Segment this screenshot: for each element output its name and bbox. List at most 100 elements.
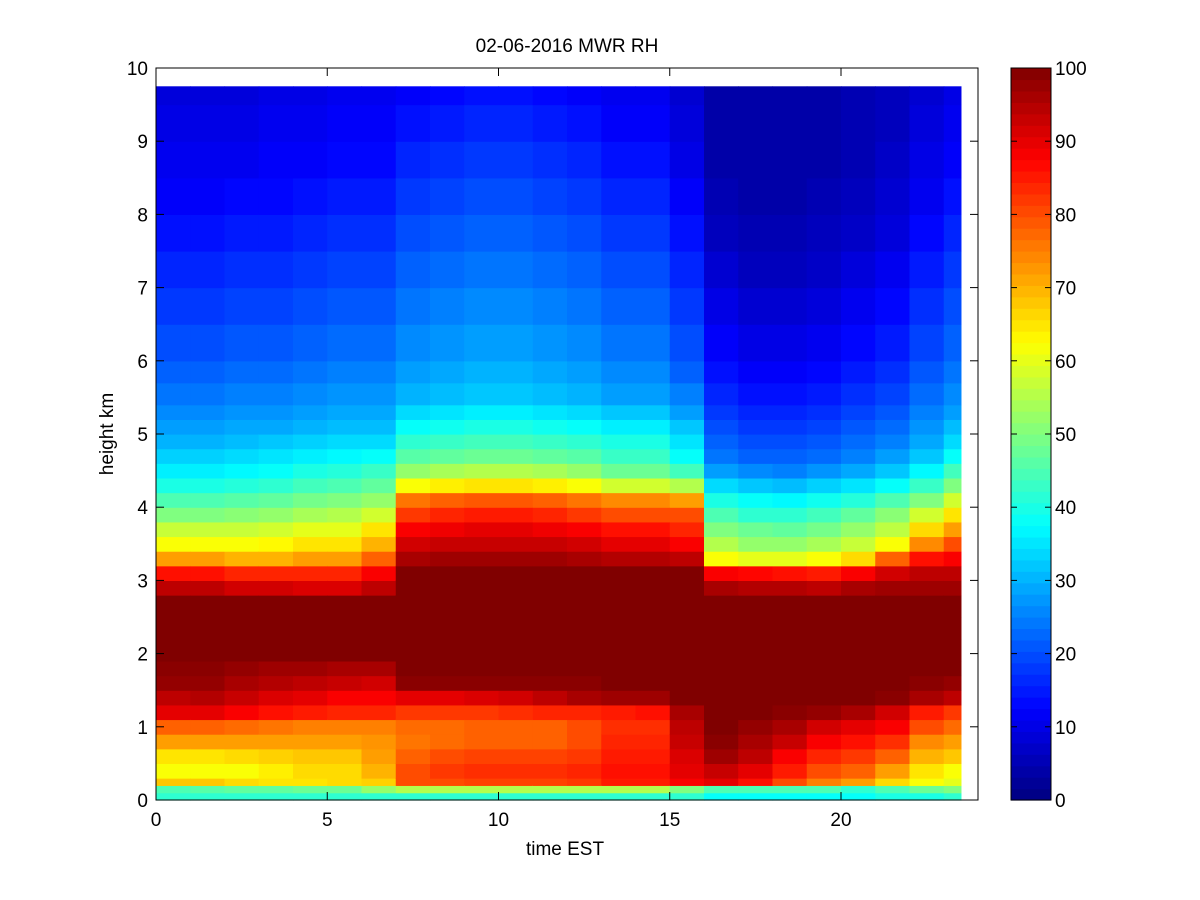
heatmap-cell bbox=[875, 434, 911, 450]
heatmap-cell bbox=[327, 792, 363, 801]
heatmap-cell bbox=[875, 177, 911, 215]
heatmap-cell bbox=[806, 675, 842, 691]
heatmap-cell bbox=[635, 214, 671, 252]
heatmap-cell bbox=[841, 463, 876, 479]
y-tick-label: 4 bbox=[137, 498, 148, 519]
heatmap-cell bbox=[601, 785, 637, 794]
colorbar-segment bbox=[1011, 719, 1051, 732]
heatmap-cell bbox=[395, 675, 431, 691]
heatmap-cell bbox=[224, 360, 260, 384]
heatmap-cell bbox=[532, 580, 568, 596]
heatmap-cell bbox=[669, 660, 705, 677]
heatmap-cell bbox=[806, 477, 842, 494]
heatmap-cell bbox=[464, 734, 500, 750]
heatmap-cell bbox=[395, 660, 431, 677]
heatmap-cell bbox=[293, 141, 328, 179]
colorbar-segment bbox=[1011, 685, 1051, 698]
heatmap-cell bbox=[875, 792, 911, 801]
heatmap-cell bbox=[875, 448, 911, 464]
heatmap-cell bbox=[395, 748, 431, 764]
heatmap-cell bbox=[224, 675, 260, 691]
heatmap-cell bbox=[669, 419, 705, 435]
heatmap-cell bbox=[875, 734, 911, 750]
x-tick-label: 10 bbox=[488, 810, 509, 831]
heatmap-cell bbox=[498, 675, 534, 691]
heatmap-cell bbox=[464, 141, 500, 179]
heatmap-cell bbox=[738, 251, 774, 289]
heatmap-cell bbox=[772, 734, 808, 750]
heatmap-cell bbox=[635, 719, 671, 735]
colorbar-segment bbox=[1011, 777, 1051, 790]
colorbar-segment bbox=[1011, 445, 1051, 458]
heatmap-cell bbox=[430, 448, 465, 464]
heatmap-cell bbox=[943, 141, 962, 179]
heatmap-cell bbox=[224, 785, 260, 794]
heatmap-cell bbox=[395, 177, 431, 215]
heatmap-cell bbox=[327, 477, 363, 494]
heatmap-cell bbox=[841, 434, 876, 450]
colorbar-segment bbox=[1011, 273, 1051, 286]
heatmap-cell bbox=[224, 477, 260, 494]
heatmap-cell bbox=[258, 507, 294, 523]
heatmap-cell bbox=[532, 595, 568, 618]
heatmap-cell bbox=[841, 86, 876, 106]
heatmap-cell bbox=[841, 690, 876, 706]
heatmap-cell bbox=[601, 748, 637, 764]
heatmap-cell bbox=[430, 763, 465, 779]
heatmap-cell bbox=[738, 792, 774, 801]
heatmap-cell bbox=[943, 638, 962, 662]
heatmap-cell bbox=[772, 463, 808, 479]
heatmap-cell bbox=[430, 704, 465, 721]
heatmap-cell bbox=[806, 104, 842, 142]
heatmap-cell bbox=[909, 792, 945, 801]
heatmap-cell bbox=[567, 141, 602, 179]
colorbar-tick-label: 10 bbox=[1055, 718, 1076, 739]
heatmap-cell bbox=[361, 104, 397, 142]
heatmap-cell bbox=[601, 177, 637, 215]
heatmap-cell bbox=[532, 638, 568, 662]
heatmap-cell bbox=[498, 660, 534, 677]
heatmap-cell bbox=[293, 690, 328, 706]
heatmap-cell bbox=[532, 419, 568, 435]
heatmap-cell bbox=[258, 734, 294, 750]
y-tick-label: 2 bbox=[137, 645, 148, 666]
colorbar-segment bbox=[1011, 262, 1051, 275]
heatmap-cell bbox=[772, 141, 808, 179]
heatmap-cell bbox=[909, 690, 945, 706]
heatmap-cell bbox=[669, 690, 705, 706]
heatmap-cell bbox=[943, 448, 962, 464]
heatmap-cell bbox=[704, 477, 739, 494]
heatmap-cell bbox=[875, 704, 911, 721]
heatmap-cell bbox=[224, 690, 260, 706]
heatmap-cell bbox=[430, 778, 465, 786]
heatmap-cell bbox=[601, 580, 637, 596]
heatmap-cell bbox=[567, 214, 602, 252]
colorbar-segment bbox=[1011, 491, 1051, 504]
colorbar-segment bbox=[1011, 708, 1051, 721]
heatmap-cell bbox=[498, 419, 534, 435]
heatmap-cell bbox=[395, 382, 431, 406]
colorbar-segment bbox=[1011, 239, 1051, 252]
heatmap-cell bbox=[464, 382, 500, 406]
heatmap-cell bbox=[224, 565, 260, 581]
heatmap-cell bbox=[361, 492, 397, 508]
colorbar-segment bbox=[1011, 754, 1051, 767]
heatmap-cell bbox=[601, 763, 637, 779]
heatmap-cell bbox=[875, 104, 911, 142]
heatmap-cell bbox=[498, 324, 534, 362]
colorbar-segment bbox=[1011, 617, 1051, 630]
heatmap-cell bbox=[943, 382, 962, 406]
heatmap-cell bbox=[909, 660, 945, 677]
heatmap-cell bbox=[875, 551, 911, 567]
heatmap-cell bbox=[361, 660, 397, 677]
x-tick-label: 0 bbox=[151, 810, 162, 831]
heatmap-cell bbox=[738, 419, 774, 435]
heatmap-cell bbox=[293, 86, 328, 106]
heatmap-cell bbox=[258, 551, 294, 567]
heatmap-cell bbox=[361, 704, 397, 721]
heatmap-cell bbox=[430, 492, 465, 508]
heatmap-cell bbox=[772, 287, 808, 325]
heatmap-cell bbox=[567, 551, 602, 567]
heatmap-cell bbox=[567, 704, 602, 721]
heatmap-cell bbox=[738, 551, 774, 567]
